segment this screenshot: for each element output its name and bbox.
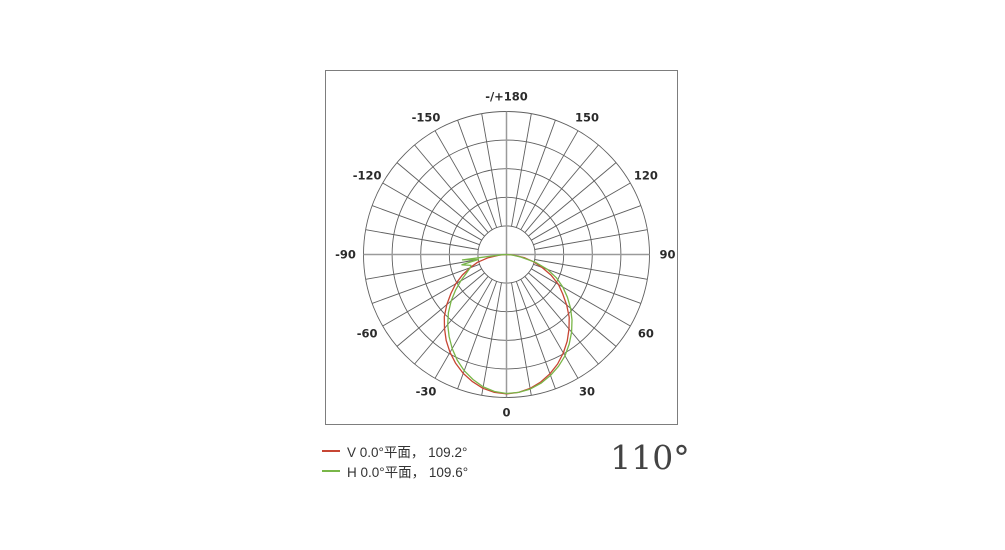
grid-spoke (515, 281, 556, 390)
legend-line-swatch-h (322, 470, 340, 472)
angle-tick-label: 60 (638, 327, 654, 341)
grid-spoke (396, 162, 485, 237)
grid-spoke (531, 268, 631, 327)
angle-tick-label: -150 (412, 111, 441, 125)
legend-line-swatch-v (322, 450, 340, 452)
grid-spoke (511, 282, 532, 396)
legend-label-h: H 0.0°平面， 109.6° (347, 465, 469, 480)
grid-spoke (520, 279, 579, 379)
angle-tick-label: 30 (579, 384, 595, 398)
grid-spoke (534, 229, 648, 250)
curve-h-plane (447, 253, 573, 395)
angle-tick-label: 0 (502, 406, 510, 420)
grid-spoke (365, 229, 479, 250)
polar-chart-frame: 0 30 60 90 120 150 -/+180 -150 -120 -90 -60 -30 (325, 70, 678, 425)
legend-label-v: V 0.0°平面， 109.2° (347, 445, 468, 460)
polar-chart-svg: 0 30 60 90 120 150 -/+180 -150 -120 -90 -60 -30 (335, 90, 675, 420)
grid-spoke (396, 272, 485, 347)
legend-item-v-plane: V 0.0°平面， 109.2° (322, 441, 468, 461)
grid-spoke (414, 144, 489, 233)
angle-tick-label: -60 (357, 327, 378, 341)
grid-spoke (534, 259, 648, 280)
beam-angle-value: 110° (610, 438, 690, 477)
grid-spoke (481, 282, 502, 396)
grid-spoke (371, 263, 480, 304)
grid-spoke (528, 272, 617, 347)
grid-spoke (524, 276, 599, 365)
grid-spoke (515, 119, 556, 228)
grid-spoke (434, 130, 493, 230)
angle-tick-label: 150 (575, 111, 599, 125)
grid-spoke (371, 205, 480, 246)
grid-spoke (533, 263, 642, 304)
grid-spoke (382, 268, 482, 327)
angle-tick-label: 120 (634, 169, 658, 183)
angle-tick-label: -/+180 (485, 90, 528, 104)
grid-spoke (457, 119, 498, 228)
grid-spoke (511, 113, 532, 227)
angle-tick-label: -30 (416, 384, 437, 398)
chart-legend: V 0.0°平面， 109.2° H 0.0°平面， 109.6° (322, 441, 468, 481)
legend-item-h-plane: H 0.0°平面， 109.6° (322, 461, 468, 481)
grid-spoke (533, 205, 642, 246)
grid-spoke (382, 182, 482, 241)
angle-tick-label: -90 (335, 248, 356, 262)
grid-spoke (520, 130, 579, 230)
grid-spoke (528, 162, 617, 237)
grid-spoke (481, 113, 502, 227)
grid-spoke (434, 279, 493, 379)
grid-spoke (414, 276, 489, 365)
grid-spoke (365, 259, 479, 280)
grid-spoke (531, 182, 631, 241)
angle-tick-label: -120 (353, 169, 382, 183)
grid-spoke (524, 144, 599, 233)
angle-tick-label: 90 (659, 248, 675, 262)
